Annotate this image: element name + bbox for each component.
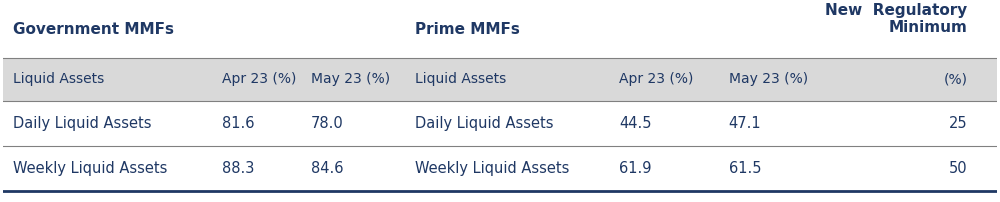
Text: 78.0: 78.0 bbox=[311, 116, 344, 131]
Text: 47.1: 47.1 bbox=[729, 116, 761, 131]
Text: Apr 23 (%): Apr 23 (%) bbox=[619, 72, 694, 86]
Text: New  Regulatory
Minimum: New Regulatory Minimum bbox=[825, 3, 967, 35]
Text: Government MMFs: Government MMFs bbox=[13, 22, 174, 37]
Text: Liquid Assets: Liquid Assets bbox=[13, 72, 104, 86]
Text: 61.9: 61.9 bbox=[619, 161, 652, 176]
Text: 61.5: 61.5 bbox=[729, 161, 761, 176]
Text: Daily Liquid Assets: Daily Liquid Assets bbox=[13, 116, 151, 131]
Text: 25: 25 bbox=[949, 116, 967, 131]
Text: 50: 50 bbox=[949, 161, 967, 176]
Text: Apr 23 (%): Apr 23 (%) bbox=[222, 72, 296, 86]
Text: 84.6: 84.6 bbox=[311, 161, 344, 176]
Text: Weekly Liquid Assets: Weekly Liquid Assets bbox=[415, 161, 570, 176]
FancyBboxPatch shape bbox=[3, 58, 997, 101]
Text: May 23 (%): May 23 (%) bbox=[311, 72, 390, 86]
Text: Daily Liquid Assets: Daily Liquid Assets bbox=[415, 116, 554, 131]
Text: 81.6: 81.6 bbox=[222, 116, 254, 131]
Text: 44.5: 44.5 bbox=[619, 116, 652, 131]
Text: Liquid Assets: Liquid Assets bbox=[415, 72, 507, 86]
Text: 88.3: 88.3 bbox=[222, 161, 254, 176]
Text: (%): (%) bbox=[943, 72, 967, 86]
Text: May 23 (%): May 23 (%) bbox=[729, 72, 808, 86]
Text: Prime MMFs: Prime MMFs bbox=[415, 22, 520, 37]
Text: Weekly Liquid Assets: Weekly Liquid Assets bbox=[13, 161, 167, 176]
